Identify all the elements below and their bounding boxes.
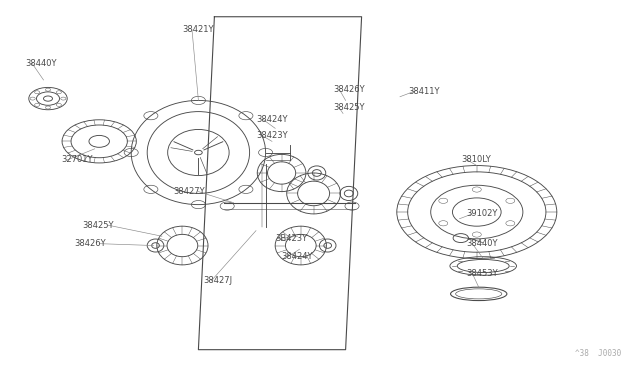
Text: 39102Y: 39102Y	[466, 209, 497, 218]
Text: ^38  J0030: ^38 J0030	[575, 349, 621, 358]
Text: 38423Y: 38423Y	[256, 131, 287, 140]
Text: 38426Y: 38426Y	[74, 239, 106, 248]
Text: 38421Y: 38421Y	[182, 25, 214, 34]
Text: 38425Y: 38425Y	[83, 221, 114, 230]
Text: 38440Y: 38440Y	[466, 239, 497, 248]
Text: 38427Y: 38427Y	[173, 187, 205, 196]
Text: 38424Y: 38424Y	[282, 252, 313, 261]
Text: 38425Y: 38425Y	[333, 103, 364, 112]
Text: 3810LY: 3810LY	[461, 155, 490, 164]
Circle shape	[195, 150, 202, 155]
Text: 38453Y: 38453Y	[466, 269, 497, 278]
Text: 38424Y: 38424Y	[256, 115, 287, 124]
Text: 38411Y: 38411Y	[408, 87, 440, 96]
Text: 38440Y: 38440Y	[26, 59, 57, 68]
Text: 32701Y: 32701Y	[61, 155, 92, 164]
Text: 38426Y: 38426Y	[333, 85, 364, 94]
Text: 3B423Y: 3B423Y	[275, 234, 307, 243]
Text: 38427J: 38427J	[203, 276, 232, 285]
